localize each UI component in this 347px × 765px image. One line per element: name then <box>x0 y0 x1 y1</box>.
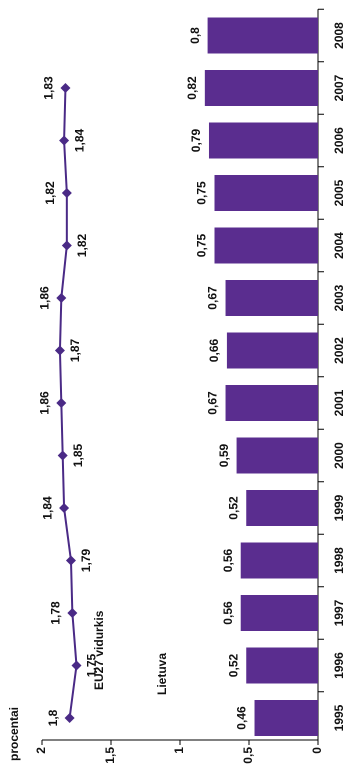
bar <box>240 595 318 631</box>
bar-value-label: 0,8 <box>188 27 202 44</box>
x-tick-label: 1997 <box>332 599 346 626</box>
point-value-label: 1,83 <box>42 76 56 100</box>
x-tick-label: 1999 <box>332 494 346 521</box>
marker <box>61 188 72 198</box>
point-value-label: 1,87 <box>68 338 82 362</box>
bar <box>208 122 318 159</box>
series-label: Lietuva <box>155 653 169 695</box>
marker <box>65 555 76 566</box>
bar-value-label: 0,67 <box>206 391 220 415</box>
bar-value-label: 0,59 <box>217 443 231 467</box>
point-value-label: 1,86 <box>37 286 51 310</box>
bar-value-label: 0,66 <box>207 338 221 362</box>
point-value-label: 1,85 <box>71 443 85 467</box>
point-value-label: 1,82 <box>75 233 89 257</box>
marker <box>54 345 65 356</box>
bar <box>204 70 318 106</box>
bar-value-label: 0,75 <box>195 181 209 205</box>
bar-value-label: 0,82 <box>185 76 199 100</box>
marker <box>61 240 72 251</box>
point-value-label: 1,78 <box>49 601 63 625</box>
y-tick-label: 1 <box>172 747 186 754</box>
series-label: EU27 vidurkis <box>92 610 106 690</box>
bar <box>226 332 318 369</box>
x-tick-label: 2005 <box>332 179 346 206</box>
point-value-label: 1,75 <box>85 653 99 677</box>
bar-value-label: 0,56 <box>221 548 235 572</box>
point-value-label: 1,86 <box>37 391 51 415</box>
x-tick-label: 2007 <box>332 74 346 101</box>
x-tick-label: 2000 <box>332 442 346 469</box>
rotated-chart: procentai 0 0,5 1 1,5 2 1995 1996 1997 1998 1999 2… <box>7 8 346 764</box>
bar-value-label: 0,52 <box>226 653 240 677</box>
x-tick-label: 1995 <box>332 704 346 731</box>
point-value-label: 1,84 <box>40 496 54 520</box>
bar <box>214 175 318 211</box>
y-tick-label: 0 <box>310 747 324 754</box>
bar-value-label: 0,52 <box>226 496 240 520</box>
bar-value-label: 0,75 <box>195 233 209 257</box>
bar <box>240 542 318 579</box>
x-tick-label: 1998 <box>332 547 346 574</box>
bar-value-label: 0,46 <box>235 706 249 730</box>
point-value-label: 1,8 <box>46 709 60 726</box>
point-value-label: 1,79 <box>79 548 93 572</box>
marker <box>60 83 71 93</box>
marker <box>59 503 70 513</box>
bar <box>225 280 318 316</box>
x-tick-label: 2004 <box>332 232 346 259</box>
bar-value-label: 0,56 <box>221 601 235 625</box>
bar-value-label: 0,67 <box>206 286 220 310</box>
marker <box>67 608 78 618</box>
x-tick-label: 2002 <box>332 337 346 364</box>
marker <box>59 135 70 146</box>
bar <box>246 490 319 526</box>
marker <box>71 660 82 671</box>
y-tick-label: 0,5 <box>241 747 255 764</box>
point-value-label: 1,84 <box>72 128 86 152</box>
y-tick-label: 1,5 <box>103 747 117 764</box>
y-axis-label: procentai <box>7 707 21 761</box>
point-value-label: 1,82 <box>43 181 57 205</box>
marker <box>56 293 67 303</box>
bar <box>246 647 319 684</box>
bar <box>254 700 319 736</box>
marker <box>57 450 68 461</box>
x-tick-label: 2003 <box>332 284 346 311</box>
bar <box>225 385 318 421</box>
x-tick-label: 2008 <box>332 22 346 49</box>
x-tick-label: 2001 <box>332 389 346 416</box>
marker <box>56 398 67 408</box>
x-tick-label: 1996 <box>332 652 346 679</box>
bar <box>214 227 318 264</box>
bar <box>236 437 318 474</box>
bar <box>207 17 319 54</box>
bar-value-label: 0,79 <box>189 128 203 152</box>
x-tick-label: 2006 <box>332 127 346 154</box>
marker <box>64 713 75 723</box>
y-tick-label: 2 <box>34 747 48 754</box>
